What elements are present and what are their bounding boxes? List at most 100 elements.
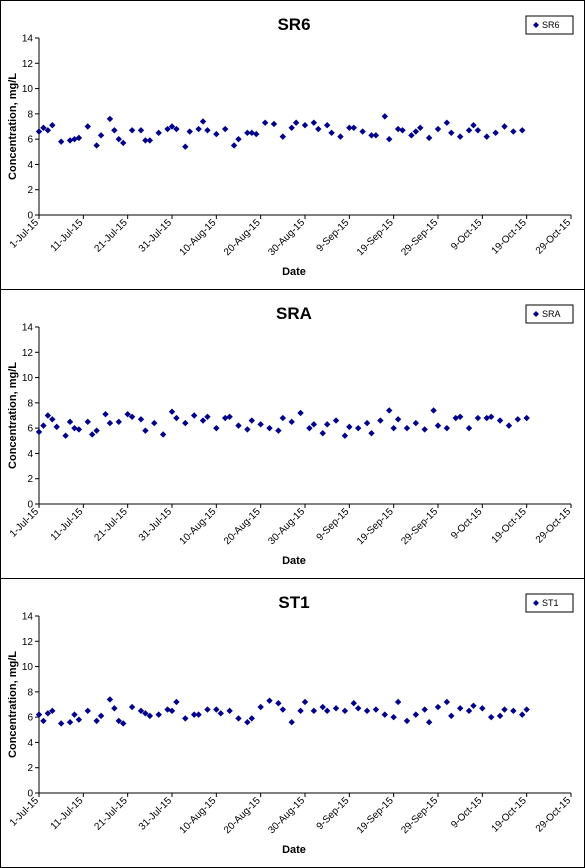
y-tick-label: 2 bbox=[27, 185, 33, 196]
data-point bbox=[115, 418, 122, 426]
data-point bbox=[363, 419, 371, 427]
data-point bbox=[275, 427, 282, 434]
x-tick-label: 21-Jul-15 bbox=[93, 217, 131, 255]
data-point bbox=[346, 423, 353, 431]
legend-box bbox=[525, 593, 574, 613]
y-tick-label: 10 bbox=[22, 373, 34, 384]
data-point bbox=[93, 427, 100, 434]
data-point bbox=[470, 122, 477, 129]
data-point bbox=[35, 428, 43, 436]
data-point bbox=[323, 707, 331, 715]
x-tick-label: 9-Oct-15 bbox=[449, 217, 485, 253]
data-point bbox=[288, 418, 295, 426]
data-point bbox=[182, 419, 189, 427]
data-point bbox=[417, 124, 424, 131]
data-point bbox=[483, 133, 490, 140]
data-point bbox=[49, 707, 56, 715]
data-point bbox=[368, 132, 375, 139]
data-point bbox=[359, 128, 366, 135]
data-point bbox=[328, 129, 335, 137]
data-point bbox=[372, 706, 380, 713]
data-point bbox=[173, 698, 180, 706]
data-point bbox=[204, 706, 211, 713]
data-point bbox=[501, 123, 508, 130]
data-point bbox=[355, 705, 362, 712]
data-point bbox=[213, 424, 220, 432]
data-point bbox=[84, 418, 91, 426]
data-point bbox=[492, 129, 499, 137]
data-point bbox=[106, 419, 114, 427]
data-point bbox=[248, 417, 255, 424]
data-point bbox=[337, 133, 344, 140]
data-point bbox=[49, 122, 56, 129]
data-point bbox=[465, 707, 473, 715]
data-point bbox=[93, 717, 100, 725]
data-point bbox=[257, 421, 264, 428]
y-tick-label: 0 bbox=[27, 211, 33, 222]
data-point bbox=[199, 417, 207, 424]
data-point bbox=[40, 422, 47, 429]
data-point bbox=[173, 125, 180, 133]
data-point bbox=[168, 408, 176, 415]
data-point bbox=[474, 414, 482, 422]
legend-label: ST1 bbox=[542, 598, 559, 608]
data-point bbox=[261, 119, 269, 126]
data-point bbox=[510, 707, 517, 715]
y-tick-label: 4 bbox=[27, 738, 33, 749]
x-tick-label: 1-Jul-15 bbox=[8, 217, 42, 251]
data-point bbox=[217, 710, 224, 717]
x-tick-label: 29-Oct-15 bbox=[534, 506, 574, 546]
data-point bbox=[168, 123, 176, 130]
data-point bbox=[403, 424, 411, 432]
data-point bbox=[323, 122, 331, 129]
data-point bbox=[226, 707, 233, 715]
data-point bbox=[164, 125, 171, 133]
data-point bbox=[142, 427, 149, 434]
data-point bbox=[315, 125, 322, 133]
data-point bbox=[279, 133, 287, 140]
data-point bbox=[106, 696, 114, 703]
data-point bbox=[363, 707, 371, 715]
data-point bbox=[386, 407, 393, 414]
sra-chart: SRA 0 2 4 6 8 10 12 14 1-Jul-15 11-Jul-15 21-Jul-15… bbox=[7, 304, 574, 567]
data-point bbox=[297, 409, 304, 417]
x-tick-label: 11-Jul-15 bbox=[49, 506, 86, 543]
data-point bbox=[230, 142, 238, 149]
data-point bbox=[341, 432, 349, 439]
data-point bbox=[474, 127, 482, 134]
data-point bbox=[310, 421, 318, 428]
data-point bbox=[434, 125, 442, 133]
data-point bbox=[479, 705, 486, 712]
data-point bbox=[488, 413, 495, 420]
data-point bbox=[111, 705, 118, 712]
data-point bbox=[222, 125, 229, 133]
y-axis-label: Concentration, mg/L bbox=[7, 73, 19, 180]
data-point bbox=[199, 118, 207, 125]
data-point bbox=[137, 127, 145, 134]
data-point bbox=[279, 414, 287, 422]
legend-label: SR6 bbox=[542, 20, 560, 30]
x-tick-label: 19-Oct-15 bbox=[490, 217, 530, 257]
data-point bbox=[155, 129, 162, 137]
data-point bbox=[412, 128, 420, 135]
x-tick-label: 9-Oct-15 bbox=[449, 506, 485, 542]
data-point bbox=[465, 424, 473, 432]
data-point bbox=[62, 432, 69, 439]
x-tick-label: 9-Oct-15 bbox=[449, 795, 485, 831]
legend-box bbox=[525, 304, 574, 324]
data-point bbox=[390, 424, 397, 432]
data-point bbox=[146, 137, 154, 144]
data-point bbox=[186, 128, 193, 135]
data-point bbox=[226, 413, 233, 420]
data-point bbox=[49, 416, 56, 423]
sr6-chart-panel: SR6 0 2 4 6 8 10 12 14 1-Jul-15 11-Jul-15 21-Jul-15… bbox=[0, 0, 585, 290]
data-point bbox=[213, 706, 220, 713]
data-point bbox=[159, 431, 167, 438]
x-tick-label: 31-Jul-15 bbox=[137, 506, 175, 544]
data-point bbox=[448, 129, 455, 137]
data-point bbox=[182, 143, 189, 150]
x-tick-label: 19-Sep-15 bbox=[355, 217, 396, 258]
y-tick-label: 8 bbox=[27, 398, 33, 409]
data-point bbox=[430, 407, 437, 414]
data-point bbox=[102, 411, 109, 418]
